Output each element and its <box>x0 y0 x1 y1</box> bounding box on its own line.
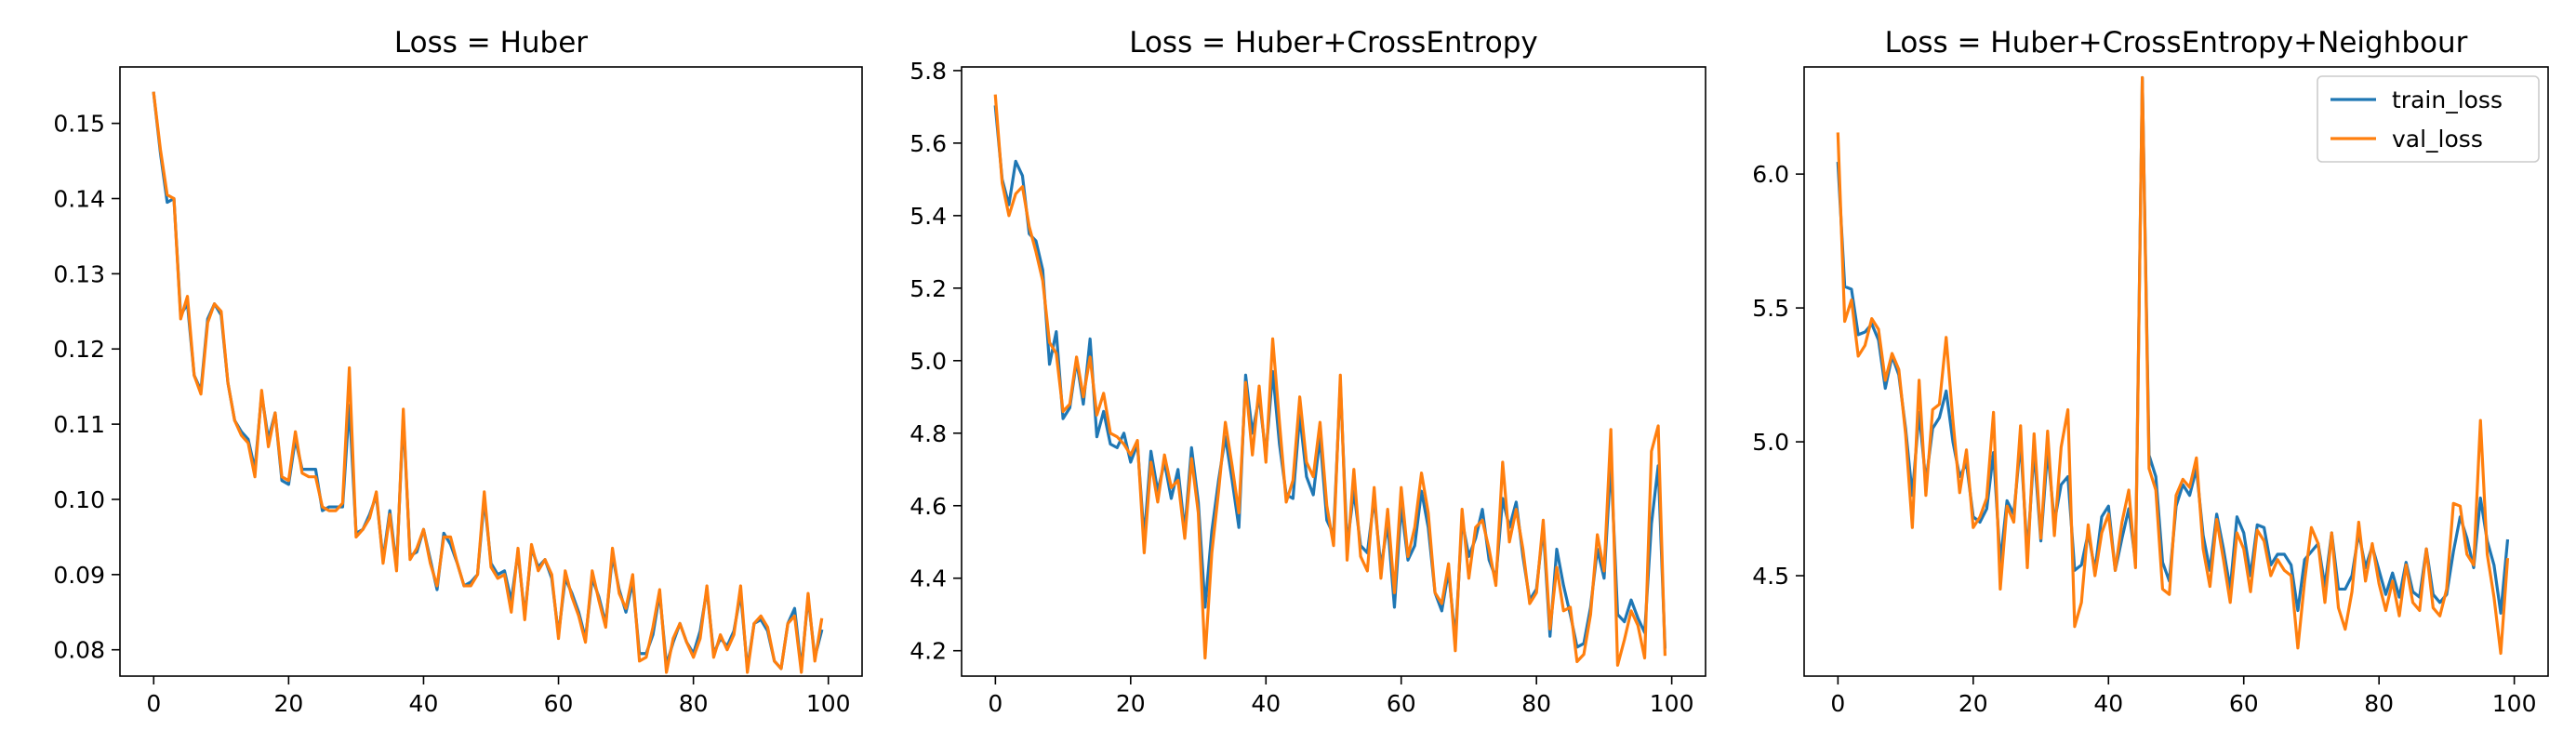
y-tick-label: 4.2 <box>910 638 947 665</box>
legend-box <box>2317 75 2540 163</box>
panel-huber: Loss = Huber 0 20 40 60 80 100 0.08 0.09 0.10 0.1… <box>53 26 863 717</box>
x-tick-label: 0 <box>1830 690 1845 717</box>
y-tick-label: 0.09 <box>53 562 105 589</box>
panel-title: Loss = Huber+CrossEntropy+Neighbour <box>1885 26 2468 60</box>
legend-label-val-loss: val_loss <box>2392 126 2483 153</box>
panel-title: Loss = Huber+CrossEntropy <box>1129 26 1538 60</box>
plot-area: 0 20 40 60 80 100 4.2 4.4 4.6 4.8 5.0 5.2 5.4 5.6 5.8 <box>910 58 1706 717</box>
y-tick-label: 6.0 <box>1752 161 1789 188</box>
x-tick-label: 40 <box>2093 690 2123 717</box>
panel-huber-crossentropy: Loss = Huber+CrossEntropy 0 20 40 60 80 100 4.… <box>910 26 1706 717</box>
x-tick-label: 40 <box>409 690 439 717</box>
y-tick-label: 4.6 <box>910 493 947 520</box>
y-tick-label: 5.4 <box>910 203 947 230</box>
x-tick-label: 80 <box>2364 690 2394 717</box>
panel-title: Loss = Huber <box>394 26 588 60</box>
x-tick-label: 0 <box>146 690 161 717</box>
series-group <box>152 91 824 674</box>
y-tick-label: 0.08 <box>53 637 105 664</box>
y-tick-label: 0.14 <box>53 186 105 213</box>
x-tick-label: 20 <box>1959 690 1988 717</box>
axes-frame <box>961 66 1706 677</box>
y-tick-label: 5.2 <box>910 275 947 302</box>
x-tick-label: 100 <box>806 690 851 717</box>
x-tick-label: 60 <box>544 690 574 717</box>
y-tick-label: 4.5 <box>1752 563 1789 590</box>
axes-frame <box>1803 66 2549 677</box>
series-group <box>1836 75 2510 656</box>
y-tick-label: 0.13 <box>53 260 105 287</box>
y-tick-label: 0.15 <box>53 111 105 138</box>
series-line-val-loss <box>1836 75 2510 656</box>
series-group <box>993 94 1667 667</box>
legend-label-train-loss: train_loss <box>2392 86 2503 113</box>
y-tick-label: 5.8 <box>910 58 947 85</box>
x-tick-label: 80 <box>679 690 709 717</box>
y-tick-label: 4.8 <box>910 420 947 447</box>
x-tick-label: 60 <box>2229 690 2259 717</box>
x-tick-label: 20 <box>1116 690 1146 717</box>
legend: train_loss val_loss <box>2317 75 2540 163</box>
y-tick-label: 0.12 <box>53 336 105 363</box>
y-tick-label: 0.11 <box>53 411 105 438</box>
y-tick-label: 5.0 <box>1752 429 1789 456</box>
y-tick-label: 5.5 <box>1752 295 1789 322</box>
x-tick-label: 100 <box>2492 690 2537 717</box>
plot-area: 0 20 40 60 80 100 4.5 5.0 5.5 6.0 train_loss val_lo… <box>1752 66 2549 717</box>
series-line-val-loss <box>993 94 1667 667</box>
x-tick-label: 20 <box>273 690 303 717</box>
panel-huber-crossentropy-neighbour: Loss = Huber+CrossEntropy+Neighbour 0 20 4… <box>1752 26 2549 717</box>
plot-area: 0 20 40 60 80 100 0.08 0.09 0.10 0.11 0.12 0.13 0.14… <box>53 66 863 717</box>
x-tick-label: 40 <box>1251 690 1281 717</box>
y-tick-label: 4.4 <box>910 565 947 592</box>
y-tick-label: 0.10 <box>53 486 105 513</box>
x-tick-label: 0 <box>988 690 1003 717</box>
axes-frame <box>119 66 863 677</box>
series-line-val-loss <box>152 91 824 674</box>
x-tick-label: 80 <box>1521 690 1551 717</box>
x-tick-label: 60 <box>1387 690 1416 717</box>
y-tick-label: 5.0 <box>910 348 947 375</box>
x-tick-label: 100 <box>1650 690 1694 717</box>
y-tick-label: 5.6 <box>910 130 947 157</box>
